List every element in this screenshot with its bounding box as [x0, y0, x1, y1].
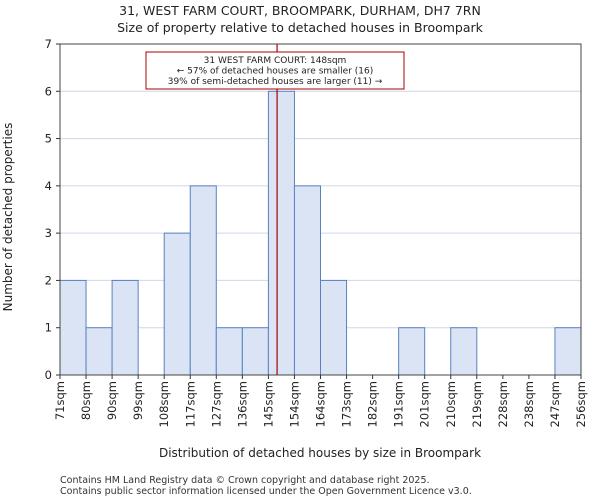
y-tick-label: 2: [45, 273, 52, 287]
annotation-text: ← 57% of detached houses are smaller (16…: [177, 67, 374, 77]
y-tick-label: 3: [45, 226, 52, 240]
y-axis-label: Number of detached properties: [1, 123, 15, 312]
chart-title: 31, WEST FARM COURT, BROOMPARK, DURHAM, …: [119, 3, 481, 18]
footer-line-2: Contains public sector information licen…: [60, 486, 472, 497]
annotation-box: [145, 51, 405, 90]
y-axis-ticks: 0 1 2 3 4 5 6 7: [45, 37, 60, 382]
y-tick-label: 4: [45, 179, 52, 193]
bar: [241, 327, 269, 376]
x-tick-label: 164sqm: [314, 381, 328, 427]
bar: [293, 185, 322, 376]
bar: [554, 327, 582, 376]
x-tick-label: 117sqm: [183, 381, 197, 427]
bar: [215, 327, 243, 376]
x-tick-label: 191sqm: [392, 381, 406, 427]
bar: [163, 232, 191, 376]
bar: [320, 279, 348, 376]
x-tick-label: 80sqm: [79, 381, 93, 420]
x-tick-label: 219sqm: [470, 381, 484, 427]
y-tick-label: 5: [45, 132, 52, 146]
x-tick-label: 201sqm: [418, 381, 432, 427]
x-tick-label: 145sqm: [261, 381, 275, 427]
x-tick-label: 99sqm: [131, 381, 145, 420]
x-tick-label: 238sqm: [522, 381, 536, 427]
x-tick-label: 182sqm: [366, 381, 380, 427]
bar: [267, 90, 295, 376]
bar: [111, 279, 139, 376]
footer-line-1: Contains HM Land Registry data © Crown c…: [60, 475, 430, 486]
annotation-text: 39% of semi-detached houses are larger (…: [168, 77, 383, 87]
bars: [59, 90, 582, 376]
x-tick-label: 247sqm: [548, 381, 562, 427]
y-tick-label: 7: [45, 37, 52, 51]
x-tick-label: 90sqm: [105, 381, 119, 420]
highlight-marker: 31 WEST FARM COURT: 148sqm← 57% of detac…: [145, 44, 405, 375]
x-tick-label: 256sqm: [574, 381, 588, 427]
x-tick-label: 71sqm: [53, 381, 67, 420]
bar: [450, 327, 478, 376]
x-tick-label: 210sqm: [444, 381, 458, 427]
annotation-text: 31 WEST FARM COURT: 148sqm: [204, 56, 347, 66]
y-tick-label: 0: [45, 368, 52, 382]
y-tick-label: 1: [45, 321, 52, 335]
x-tick-label: 127sqm: [209, 381, 223, 427]
bar: [398, 327, 426, 376]
x-tick-label: 136sqm: [235, 381, 249, 427]
chart-subtitle: Size of property relative to detached ho…: [117, 20, 484, 35]
x-tick-label: 228sqm: [496, 381, 510, 427]
x-axis-label: Distribution of detached houses by size …: [159, 446, 481, 460]
y-tick-label: 6: [45, 84, 52, 98]
bar: [85, 327, 113, 376]
x-axis-ticks: 71sqm 80sqm 90sqm 99sqm 108sqm 117sqm 127sqm 13…: [53, 375, 588, 427]
bar: [189, 185, 217, 376]
x-tick-label: 154sqm: [287, 381, 301, 427]
bar: [59, 279, 87, 376]
x-tick-label: 173sqm: [340, 381, 354, 427]
x-tick-label: 108sqm: [157, 381, 171, 427]
